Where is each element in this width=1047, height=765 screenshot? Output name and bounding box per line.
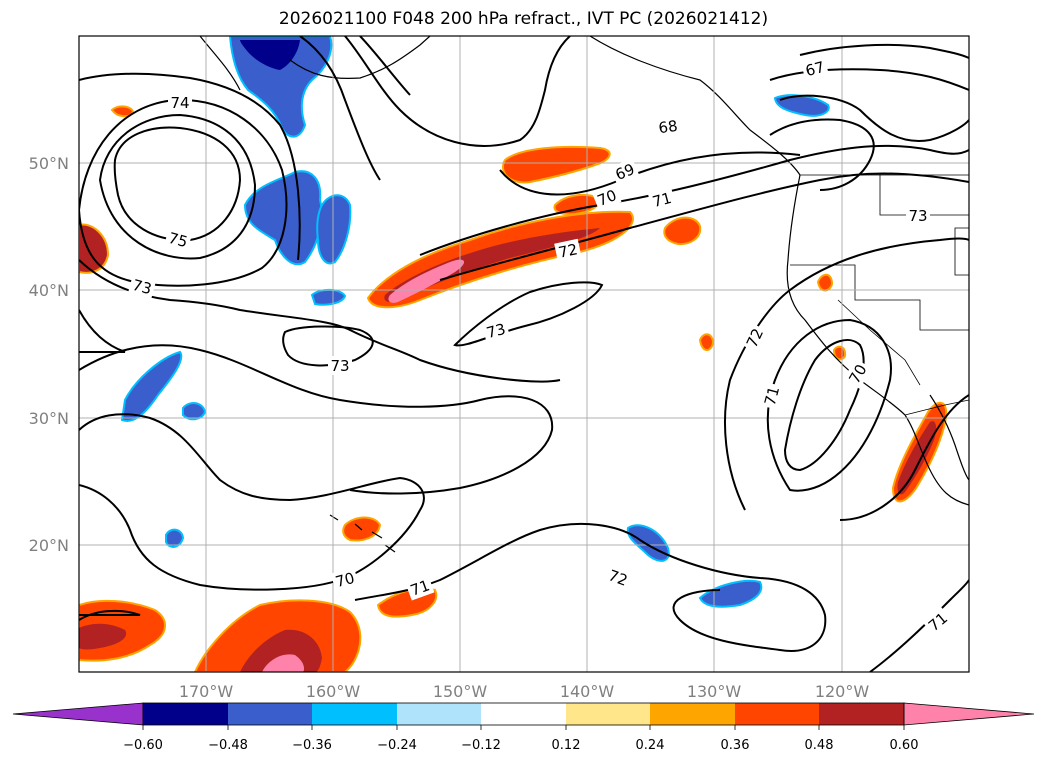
baja-red (897, 421, 937, 495)
lon-label: 130°W (687, 682, 742, 701)
colorbar: −0.60 −0.48 −0.36 −0.24 −0.12 0.12 0.24 … (12, 702, 1035, 753)
small-orange-4 (110, 105, 135, 118)
latitude-labels: 50°N 40°N 30°N 20°N (29, 154, 69, 555)
contour-label: 67 (803, 58, 826, 80)
ar-band-red (384, 228, 600, 303)
contour-label: 69 (613, 160, 637, 184)
nw-blue-1 (228, 36, 333, 138)
map-title: 2026021100 F048 200 hPa refract., IVT PC… (278, 9, 769, 29)
small-orange-1 (698, 333, 715, 351)
baja-coast (904, 414, 969, 506)
contour-label: 70 (333, 569, 356, 591)
contour-label: 70 (595, 186, 619, 210)
contour-label: 73 (908, 207, 927, 225)
sw-blue-2 (182, 402, 207, 421)
colorbar-segment (228, 703, 312, 725)
graticule (79, 36, 969, 672)
contour-label: 72 (557, 240, 579, 262)
colorbar-tick: −0.12 (461, 738, 501, 753)
contour-labels: 74 75 73 73 73 68 69 70 71 72 67 73 72 7… (128, 56, 953, 637)
lat-label: 20°N (29, 536, 69, 555)
alaska-coast (199, 36, 431, 91)
colorbar-segment (481, 703, 566, 725)
lat-label: 40°N (29, 281, 69, 300)
sw-blue-1 (120, 350, 183, 422)
colorbar-segment (819, 703, 904, 725)
east-orange-blob (663, 216, 702, 246)
longitude-labels: 170°W 160°W 150°W 140°W 130°W 120°W (179, 682, 870, 701)
colorbar-segment (650, 703, 735, 725)
contour-label: 73 (484, 320, 507, 342)
ne-orange-blob (502, 145, 611, 184)
nw-blue-4 (310, 288, 347, 306)
ivt-shading (79, 36, 948, 672)
gulf-coast (929, 394, 969, 481)
lon-label: 120°W (815, 682, 870, 701)
colorbar-segment (312, 703, 397, 725)
colorbar-segment (143, 703, 228, 725)
colorbar-segment (566, 703, 650, 725)
west-coast (786, 174, 906, 416)
se-blue-1 (626, 524, 670, 562)
contour-label: 72 (606, 566, 630, 589)
small-orange-2 (816, 273, 834, 292)
contour-label: 74 (170, 94, 189, 112)
lat-label: 30°N (29, 409, 69, 428)
colorbar-segment (735, 703, 819, 725)
contour-label: 75 (166, 229, 189, 251)
contour-label: 71 (650, 189, 673, 211)
nw-blue-2 (243, 170, 323, 266)
contour-label: 71 (408, 576, 432, 599)
colorbar-tick: −0.48 (208, 738, 248, 753)
colorbar-tick: −0.36 (292, 738, 332, 753)
lon-label: 170°W (179, 682, 234, 701)
ar-band-pink (388, 259, 465, 303)
colorbar-extend-high (903, 702, 1035, 726)
colorbar-tick: −0.24 (377, 738, 417, 753)
colorbar-tick: −0.60 (123, 738, 163, 753)
contour-label: 73 (330, 357, 349, 375)
lon-label: 160°W (306, 682, 361, 701)
colorbar-tick: 0.60 (890, 738, 919, 753)
s-pink-2 (262, 654, 305, 672)
colorbar-tick: 0.36 (721, 738, 750, 753)
contour-label: 70 (845, 361, 870, 387)
bc-coast (589, 36, 801, 176)
mid-orange-blob (553, 193, 600, 216)
colorbar-tick: 0.12 (552, 738, 581, 753)
borders (790, 174, 969, 416)
contour-label: 68 (657, 117, 678, 137)
sw-blue-3 (165, 528, 185, 548)
contour-label: 71 (761, 384, 783, 407)
lon-label: 140°W (560, 682, 615, 701)
colorbar-tick: 0.48 (805, 738, 834, 753)
se-blue-2 (698, 579, 763, 608)
contour-label: 73 (130, 276, 153, 298)
colorbar-extend-low (12, 702, 144, 726)
sw-red-1 (79, 623, 127, 650)
nw-blue-3 (316, 194, 352, 265)
map-frame (78, 35, 970, 673)
coastlines (199, 36, 969, 553)
nw-orange-1 (79, 223, 110, 274)
colorbar-segment (397, 703, 481, 725)
nw-blue-core (240, 40, 300, 70)
lat-label: 50°N (29, 154, 69, 173)
contour-label: 71 (925, 609, 951, 635)
colorbar-tick: 0.24 (636, 738, 665, 753)
lon-label: 150°W (433, 682, 488, 701)
hawaii (329, 514, 396, 553)
